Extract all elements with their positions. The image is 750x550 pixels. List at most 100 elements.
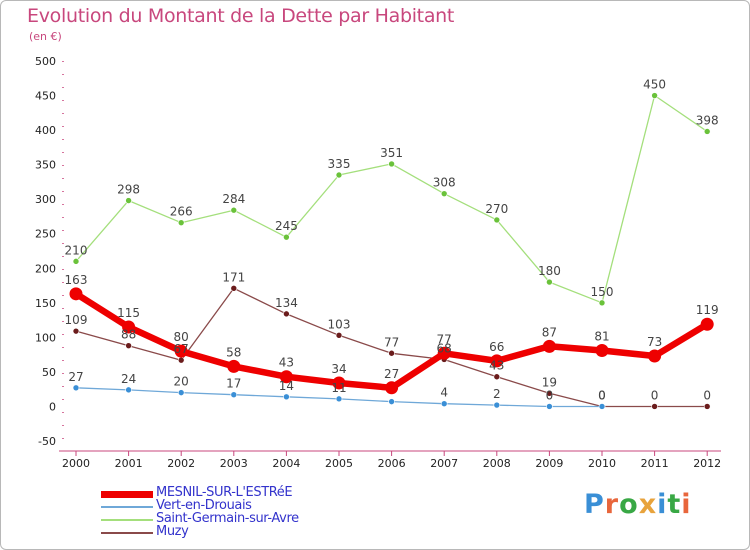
data-point xyxy=(493,373,501,381)
data-point xyxy=(72,258,80,265)
data-point xyxy=(385,381,399,395)
data-label: 210 xyxy=(65,243,88,257)
data-label: 27 xyxy=(384,367,399,381)
data-point xyxy=(125,342,132,349)
data-point xyxy=(388,349,395,357)
data-point xyxy=(388,160,395,168)
y-tick-label: 0 xyxy=(49,400,56,413)
data-label: 43 xyxy=(279,356,294,370)
chart-title: Evolution du Montant de la Dette par Hab… xyxy=(27,5,455,27)
data-point xyxy=(651,92,658,99)
data-point xyxy=(595,343,609,357)
data-point xyxy=(279,370,293,384)
y-tick-label: 350 xyxy=(35,159,56,172)
data-point xyxy=(332,376,346,390)
x-tick-label: 2008 xyxy=(483,457,511,470)
data-point xyxy=(493,401,501,409)
legend-label: Saint-Germain-sur-Avre xyxy=(156,511,299,526)
data-point xyxy=(493,216,501,224)
data-point xyxy=(230,206,238,214)
data-label: 87 xyxy=(542,325,557,339)
x-tick-label: 2004 xyxy=(272,457,300,470)
data-label: 450 xyxy=(643,78,666,92)
x-tick-label: 2000 xyxy=(62,457,90,470)
legend-swatch xyxy=(101,506,153,508)
data-label: 134 xyxy=(275,296,298,310)
data-point xyxy=(227,359,241,373)
data-point xyxy=(388,398,395,405)
data-label: 77 xyxy=(437,332,452,346)
data-label: 150 xyxy=(591,285,614,299)
y-tick-label: 400 xyxy=(35,124,56,137)
data-label: 24 xyxy=(121,372,136,386)
data-label: 109 xyxy=(65,313,88,327)
data-point xyxy=(700,317,714,331)
data-point xyxy=(283,310,290,318)
data-label: 298 xyxy=(117,183,140,197)
data-label: 351 xyxy=(380,146,403,160)
x-tick-label: 2009 xyxy=(535,457,563,470)
data-point xyxy=(440,190,448,197)
data-label: 81 xyxy=(594,329,609,343)
data-label: 88 xyxy=(121,328,136,342)
data-point xyxy=(335,395,343,403)
data-label: 11 xyxy=(331,381,346,395)
data-label: 270 xyxy=(485,202,508,216)
data-point xyxy=(546,403,553,410)
data-label: 43 xyxy=(489,359,504,373)
y-tick-label: 300 xyxy=(35,193,56,206)
logo-letter: x xyxy=(638,489,658,520)
logo-letter: i xyxy=(681,489,692,520)
logo-letter: P xyxy=(584,489,605,520)
data-label: 0 xyxy=(546,388,554,402)
data-point xyxy=(703,128,711,135)
data-label: 0 xyxy=(598,388,606,402)
legend-label: Vert-en-Drouais xyxy=(156,498,252,513)
data-point xyxy=(335,171,343,179)
data-point xyxy=(122,320,136,334)
y-tick-label: -50 xyxy=(38,435,56,448)
data-point xyxy=(335,331,343,339)
data-point xyxy=(230,391,238,399)
data-label: 34 xyxy=(331,362,346,376)
x-tick-label: 2003 xyxy=(220,457,248,470)
x-tick-label: 2012 xyxy=(693,457,721,470)
data-point xyxy=(703,403,711,410)
data-point xyxy=(177,219,185,226)
x-tick-label: 2010 xyxy=(588,457,616,470)
x-tick-label: 2005 xyxy=(325,457,353,470)
data-point xyxy=(546,390,553,397)
data-point xyxy=(648,349,662,363)
data-label: 20 xyxy=(174,375,189,389)
logo-letter: r xyxy=(604,489,620,520)
data-label: 103 xyxy=(328,317,351,331)
x-tick-label: 2002 xyxy=(167,457,195,470)
data-label: 115 xyxy=(117,306,140,320)
x-tick-label: 2007 xyxy=(430,457,458,470)
x-tick-label: 2006 xyxy=(378,457,406,470)
data-point xyxy=(542,339,556,353)
legend-swatch xyxy=(101,532,153,534)
data-point xyxy=(283,393,290,401)
data-point xyxy=(598,403,606,410)
data-point xyxy=(230,285,238,292)
data-point xyxy=(125,197,132,204)
y-tick-label: 450 xyxy=(35,90,56,103)
data-label: 80 xyxy=(174,330,189,344)
chart-unit: (en €) xyxy=(29,30,62,43)
data-label: 308 xyxy=(433,176,456,190)
data-label: 77 xyxy=(384,335,399,349)
data-label: 398 xyxy=(696,113,719,127)
data-point xyxy=(546,278,553,286)
data-label: 68 xyxy=(437,341,452,355)
y-tick-label: 200 xyxy=(35,262,56,275)
data-label: 245 xyxy=(275,219,298,233)
data-point xyxy=(440,400,448,407)
data-label: 0 xyxy=(651,388,659,402)
y-tick-label: 250 xyxy=(35,228,56,241)
logo-letter: i xyxy=(657,489,668,520)
data-label: 14 xyxy=(279,379,294,393)
x-tick-label: 2001 xyxy=(115,457,143,470)
